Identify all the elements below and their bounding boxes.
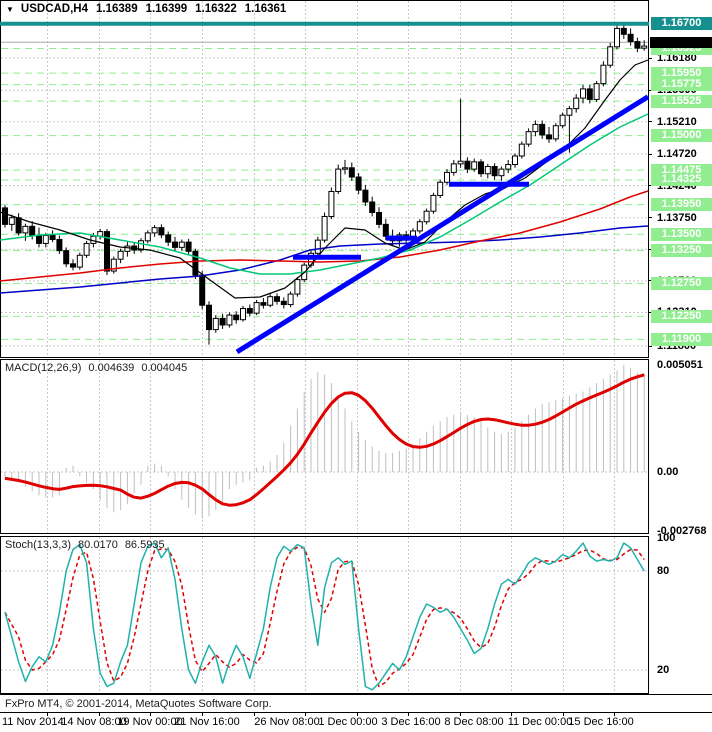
resistance-price-label: 1.16700 <box>651 17 712 31</box>
macd-axis-label: -0.002768 <box>657 524 707 537</box>
price-tick-mark <box>648 153 652 155</box>
macd-panel[interactable] <box>0 359 649 534</box>
time-tick-mark <box>460 713 461 716</box>
price-tick-mark <box>648 217 652 219</box>
stoch-name: Stoch(13,3,3) <box>5 539 72 551</box>
symbol-header: ▼ USDCAD,H4 1.16389 1.16399 1.16322 1.16… <box>6 3 286 15</box>
time-tick-mark <box>357 713 358 716</box>
price-level-label: 1.12750 <box>651 277 712 291</box>
price-tick-mark <box>648 57 652 59</box>
time-tick-mark <box>150 713 151 716</box>
price-tick-mark <box>648 345 652 347</box>
price-level-label: 1.13500 <box>651 227 712 241</box>
time-axis-label: 14 Nov 08:00 <box>61 716 127 728</box>
macd-value-signal: 0.004045 <box>141 362 188 374</box>
time-axis-label: 11 Dec 00:00 <box>507 716 573 728</box>
time-axis-label: 15 Dec 16:00 <box>568 716 634 728</box>
time-tick-mark <box>614 713 615 716</box>
time-tick-mark <box>202 713 203 716</box>
price-tick-mark <box>648 185 652 187</box>
time-axis-label: 26 Nov 08:00 <box>254 716 320 728</box>
time-tick-mark <box>563 713 564 716</box>
price-level-label: 1.11900 <box>651 332 712 346</box>
macd-value-main: 0.004639 <box>88 362 135 374</box>
price-level-label: 1.13950 <box>651 198 712 212</box>
stoch-k-line <box>4 542 645 691</box>
time-tick-mark <box>408 713 409 716</box>
price-tick-label: 1.14720 <box>657 148 697 160</box>
time-tick-mark <box>99 713 100 716</box>
price-level-label: 1.15000 <box>651 129 712 143</box>
macd-signal-line <box>4 373 645 507</box>
stoch-axis-label: 20 <box>657 664 670 676</box>
copyright-bar: FxPro MT4, © 2001-2014, MetaQuotes Softw… <box>0 694 712 713</box>
price-level-label: 1.14475 <box>651 163 712 177</box>
price-level-label: 1.13250 <box>651 244 712 258</box>
macd-header: MACD(12,26,9) 0.004639 0.004045 <box>5 362 187 374</box>
price-tick-label: 1.15210 <box>657 115 697 128</box>
price-level-label: 1.15775 <box>651 78 712 92</box>
macd-name: MACD(12,26,9) <box>5 362 82 374</box>
time-tick-mark <box>305 713 306 716</box>
ma-red <box>0 190 649 282</box>
time-axis-label: 11 Nov 2014 <box>2 716 64 728</box>
price-tick-label: 1.16180 <box>657 52 697 64</box>
quote-high: 1.16399 <box>145 3 188 15</box>
price-level-label: 1.14325 <box>651 173 712 187</box>
quote-low: 1.16322 <box>195 3 237 15</box>
price-tick-mark <box>648 121 652 123</box>
time-tick-mark <box>511 713 512 716</box>
current-price-box <box>650 36 712 48</box>
time-axis[interactable]: 11 Nov 2014 14 Nov 08:00 19 Nov 00:00 21 No… <box>0 713 712 732</box>
macd-axis-label: 0.005051 <box>657 359 703 371</box>
price-tick-mark <box>648 248 652 250</box>
macd-axis-label: 0.00 <box>657 466 679 478</box>
stoch-value-d: 86.5935 <box>124 539 165 551</box>
main-chart-panel[interactable] <box>0 0 649 358</box>
quote-close: 1.16361 <box>244 3 287 15</box>
stochastic-panel[interactable] <box>0 536 649 694</box>
price-level-label: 1.15950 <box>651 66 712 80</box>
quote-open: 1.16389 <box>96 3 138 15</box>
ascending-trendline <box>235 94 649 355</box>
stoch-axis-label: 100 <box>657 532 676 544</box>
time-tick-mark <box>254 713 255 716</box>
price-tick-mark <box>648 89 652 91</box>
price-tick-mark <box>648 280 652 282</box>
time-axis-label: 8 Dec 08:00 <box>444 716 504 728</box>
stoch-header: Stoch(13,3,3) 80.0170 86.5935 <box>5 539 165 551</box>
price-tick-label: 1.13750 <box>657 211 697 224</box>
ma-green <box>0 113 649 275</box>
stoch-value-k: 80.0170 <box>78 539 118 551</box>
price-tick-mark <box>648 311 652 313</box>
symbol-dropdown-icon[interactable]: ▼ <box>6 4 14 14</box>
copyright-text: FxPro MT4, © 2001-2014, MetaQuotes Softw… <box>5 697 272 710</box>
symbol-label: USDCAD,H4 <box>20 3 89 15</box>
time-axis-label: 1 Dec 00:00 <box>318 716 378 728</box>
time-axis-label: 19 Nov 00:00 <box>117 716 183 728</box>
price-level-label: 1.12250 <box>651 309 712 323</box>
time-axis-label: 21 Nov 16:00 <box>174 716 240 728</box>
time-tick-mark <box>47 713 48 716</box>
stoch-axis-label: 80 <box>657 565 670 577</box>
time-axis-label: 3 Dec 16:00 <box>381 716 441 728</box>
stoch-d-line <box>4 546 645 688</box>
price-level-label: 1.15525 <box>651 94 712 108</box>
